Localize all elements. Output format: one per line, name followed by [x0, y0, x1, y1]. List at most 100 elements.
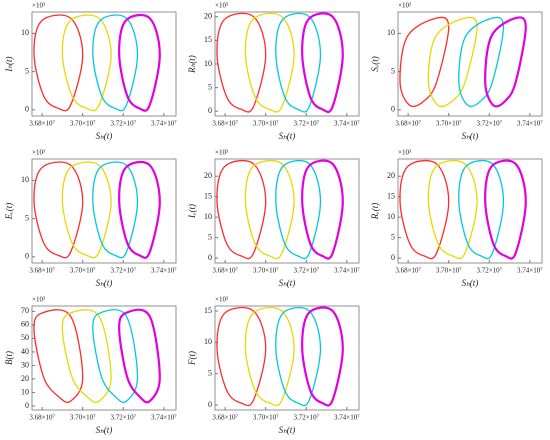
- trajectory: [33, 14, 84, 112]
- y-tick-label: 60: [21, 320, 29, 329]
- y-tick-label: 5: [208, 368, 212, 377]
- y-tick-label: 5: [208, 82, 212, 91]
- y-tick-label: 0: [208, 106, 212, 115]
- trajectory: [216, 159, 267, 260]
- x-tick-label: 3.68×10⁷: [395, 120, 421, 128]
- x-tick-label: 3.68×10⁷: [212, 267, 238, 275]
- y-tick-label: 10: [387, 212, 395, 221]
- trajectory: [92, 161, 139, 259]
- trajectory: [61, 161, 112, 259]
- x-tick-label: 3.72×10⁷: [110, 267, 136, 275]
- trajectory: [244, 12, 295, 113]
- x-tick-label: 3.70×10⁷: [436, 267, 462, 275]
- trajectory: [216, 306, 267, 407]
- y-axis-label: B(t): [4, 351, 14, 365]
- y-tick-label: 15: [204, 191, 212, 200]
- x-tick-label: 3.72×10⁷: [476, 267, 502, 275]
- y-tick-label: 0: [391, 253, 395, 262]
- y-tick-label: 50: [21, 333, 29, 342]
- x-tick-label: 3.68×10⁷: [212, 414, 238, 422]
- y-multiplier: ×10³: [398, 2, 411, 10]
- x-tick-label: 3.68×10⁷: [29, 414, 55, 422]
- panel: 3.68×10⁷ 3.70×10⁷ 3.72×10⁷ 3.74×10⁷ 0 5 10 15 20…: [370, 149, 543, 288]
- plot-frame: [31, 11, 177, 117]
- trajectory: [399, 159, 450, 260]
- x-tick-label: 3.72×10⁷: [293, 267, 319, 275]
- y-tick-label: 5: [208, 232, 212, 241]
- y-tick-label: 5: [391, 66, 395, 75]
- trajectory: [484, 159, 527, 260]
- plot-frame: [214, 158, 360, 264]
- plot-frame: [397, 11, 543, 117]
- y-tick-label: 20: [387, 171, 395, 180]
- x-tick-label: 3.70×10⁷: [253, 120, 279, 128]
- x-tick-label: 3.72×10⁷: [293, 414, 319, 422]
- y-tick-label: 0: [208, 253, 212, 262]
- y-multiplier: ×10³: [32, 2, 45, 10]
- y-tick-label: 5: [25, 66, 29, 75]
- y-multiplier: ×10³: [32, 296, 45, 304]
- x-axis-label: Sₕ(t): [279, 131, 296, 141]
- y-multiplier: ×10³: [215, 149, 228, 157]
- y-axis-label: Sᵥ(t): [370, 56, 380, 72]
- y-tick-label: 70: [21, 306, 29, 315]
- trajectory: [484, 16, 527, 108]
- y-multiplier: ×10³: [215, 296, 228, 304]
- x-tick-label: 3.72×10⁷: [110, 120, 136, 128]
- x-tick-label: 3.74×10⁷: [151, 414, 177, 422]
- y-tick-label: 30: [21, 360, 29, 369]
- y-tick-label: 0: [25, 252, 29, 261]
- x-tick-label: 3.74×10⁷: [151, 267, 177, 275]
- trajectory: [33, 309, 84, 404]
- trajectory: [33, 161, 84, 259]
- y-tick-label: 5: [25, 213, 29, 222]
- trajectory: [61, 309, 112, 404]
- plot-frame: [31, 158, 177, 264]
- y-tick-label: 0: [391, 105, 395, 114]
- y-axis-label: F(t): [187, 351, 197, 366]
- trajectory: [458, 159, 505, 260]
- panel: 3.68×10⁷ 3.70×10⁷ 3.72×10⁷ 3.74×10⁷ 0 5 10 15×1…: [187, 296, 360, 435]
- trajectory: [399, 16, 450, 108]
- panel: 3.68×10⁷ 3.70×10⁷ 3.72×10⁷ 3.74×10⁷ 0 5 10 ×10³…: [4, 2, 177, 141]
- trajectory: [118, 13, 161, 112]
- y-tick-label: 10: [204, 59, 212, 68]
- trajectory: [275, 306, 322, 407]
- x-tick-label: 3.72×10⁷: [476, 120, 502, 128]
- y-tick-label: 10: [21, 175, 29, 184]
- trajectory: [427, 16, 478, 108]
- x-tick-label: 3.74×10⁷: [334, 120, 360, 128]
- x-tick-label: 3.70×10⁷: [253, 414, 279, 422]
- plot-frame: [31, 305, 177, 411]
- trajectory: [216, 12, 267, 113]
- x-axis-label: Sₕ(t): [96, 425, 113, 435]
- x-axis-label: Sₕ(t): [462, 131, 479, 141]
- y-tick-label: 15: [204, 35, 212, 44]
- panel: 3.68×10⁷ 3.70×10⁷ 3.72×10⁷ 3.74×10⁷ 0 5 10 15 20…: [187, 149, 360, 288]
- y-axis-label: Iᵥ(t): [187, 204, 197, 219]
- plot-frame: [397, 158, 543, 264]
- x-tick-label: 3.70×10⁷: [253, 267, 279, 275]
- x-tick-label: 3.70×10⁷: [70, 414, 96, 422]
- trajectory: [118, 160, 161, 259]
- y-tick-label: 0: [25, 401, 29, 410]
- y-tick-label: 0: [25, 105, 29, 114]
- trajectory: [301, 306, 344, 407]
- y-tick-label: 10: [21, 387, 29, 396]
- trajectory: [61, 14, 112, 112]
- y-tick-label: 10: [204, 212, 212, 221]
- y-axis-label: Iₕ(t): [4, 56, 14, 72]
- x-tick-label: 3.74×10⁷: [517, 120, 543, 128]
- plot-frame: [214, 305, 360, 411]
- trajectory: [458, 16, 505, 108]
- x-axis-label: Sₕ(t): [96, 278, 113, 288]
- trajectory: [427, 159, 478, 260]
- x-tick-label: 3.68×10⁷: [29, 267, 55, 275]
- x-tick-label: 3.72×10⁷: [110, 414, 136, 422]
- x-tick-label: 3.74×10⁷: [151, 120, 177, 128]
- x-tick-label: 3.70×10⁷: [436, 120, 462, 128]
- x-tick-label: 3.72×10⁷: [293, 120, 319, 128]
- y-tick-label: 10: [21, 28, 29, 37]
- x-tick-label: 3.74×10⁷: [334, 414, 360, 422]
- x-tick-label: 3.70×10⁷: [70, 267, 96, 275]
